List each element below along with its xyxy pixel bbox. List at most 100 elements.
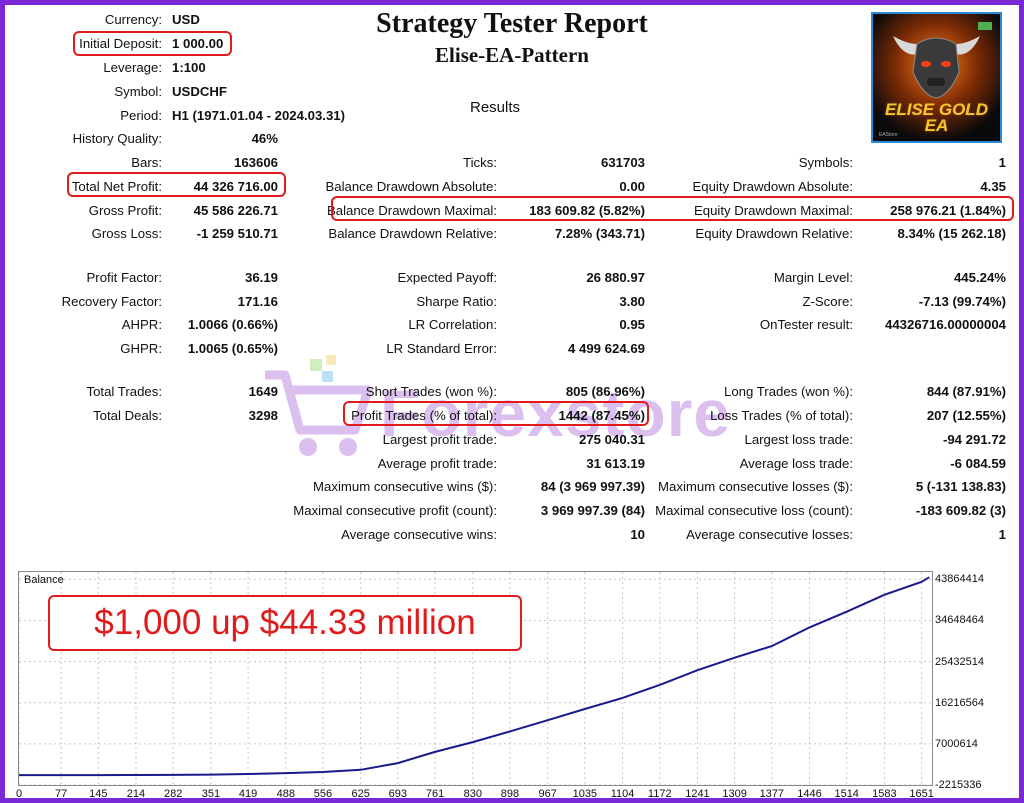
logo-text: ELISE GOLD EA	[885, 100, 988, 135]
average-profit-trade-value: 31 613.19	[586, 456, 645, 471]
largest-loss-trade-value: -94 291.72	[942, 432, 1006, 447]
results-heading: Results	[469, 99, 521, 116]
avg-consecutive-wins-value: 10	[630, 527, 645, 542]
profit-factor-value: 36.19	[244, 270, 278, 285]
deposit-value: 1 000.00	[172, 36, 224, 51]
symbols-label: Symbols:	[798, 155, 853, 170]
profit-factor-label: Profit Factor:	[86, 270, 162, 285]
x-tick-label: 1514	[834, 788, 859, 800]
history-quality-value: 46%	[251, 131, 278, 146]
y-tick-label: 16216564	[935, 696, 984, 709]
max-consecutive-loss-value: -183 609.82 (3)	[915, 503, 1006, 518]
y-tick-label: 34648464	[935, 614, 984, 627]
period-label: Period:	[120, 108, 162, 123]
average-profit-trade-label: Average profit trade:	[377, 456, 497, 471]
deposit-label: Initial Deposit:	[79, 36, 162, 51]
drawdown-maximal-highlight	[331, 196, 1014, 221]
ahpr-value: 1.0066 (0.66%)	[187, 317, 278, 332]
ahpr-label: AHPR:	[121, 317, 162, 332]
ghpr-value: 1.0065 (0.65%)	[187, 341, 278, 356]
short-trades-label: Short Trades (won %):	[365, 384, 497, 399]
x-tick-label: 761	[425, 788, 445, 800]
x-tick-label: 0	[15, 788, 23, 800]
balance-dd-absolute-label: Balance Drawdown Absolute:	[325, 179, 497, 194]
average-loss-trade-value: -6 084.59	[950, 456, 1006, 471]
x-tick-label: 556	[313, 788, 333, 800]
x-tick-label: 1035	[572, 788, 598, 800]
ticks-label: Ticks:	[463, 155, 497, 170]
largest-profit-trade-label: Largest profit trade:	[382, 432, 497, 447]
z-score-value: -7.13 (99.74%)	[918, 294, 1006, 309]
x-tick-label: 1172	[647, 788, 672, 800]
long-trades-label: Long Trades (won %):	[723, 384, 853, 399]
x-tick-label: 1377	[759, 788, 785, 800]
x-tick-label: 1446	[797, 788, 822, 800]
profit-trades-label: Profit Trades (% of total):	[351, 408, 497, 423]
equity-dd-maximal-value: 258 976.21 (1.84%)	[890, 203, 1006, 218]
symbol-label: Symbol:	[114, 84, 162, 99]
gross-loss-label: Gross Loss:	[91, 226, 162, 241]
x-tick-label: 1651	[909, 788, 934, 800]
avg-consecutive-wins-label: Average consecutive wins:	[341, 527, 497, 542]
logo-small-text: EAStore	[879, 132, 898, 138]
x-tick-label: 625	[351, 788, 370, 800]
avg-consecutive-losses-value: 1	[998, 527, 1006, 542]
max-consecutive-profit-label: Maximal consecutive profit (count):	[293, 503, 497, 518]
gross-loss-value: -1 259 510.71	[196, 226, 278, 241]
avg-consecutive-losses-label: Average consecutive losses:	[686, 527, 853, 542]
loss-trades-label: Loss Trades (% of total):	[710, 408, 853, 423]
report-title: Strategy Tester Report	[376, 8, 648, 39]
bars-label: Bars:	[131, 155, 162, 170]
max-consecutive-loss-label: Maximal consecutive loss (count):	[655, 503, 853, 518]
net-profit-label: Total Net Profit:	[71, 179, 162, 194]
max-consecutive-wins-label: Maximum consecutive wins ($):	[313, 479, 497, 494]
equity-dd-absolute-value: 4.35	[980, 179, 1006, 194]
balance-dd-relative-value: 7.28% (343.71)	[554, 226, 645, 241]
y-tick-label: 25432514	[935, 655, 984, 668]
x-tick-label: 351	[201, 788, 221, 800]
max-consecutive-wins-value: 84 (3 969 997.39)	[540, 479, 645, 494]
total-trades-label: Total Trades:	[86, 384, 163, 399]
x-tick-label: 1241	[685, 788, 710, 800]
largest-loss-trade-label: Largest loss trade:	[744, 432, 854, 447]
ontester-result-value: 44326716.00000004	[884, 317, 1006, 332]
expected-payoff-label: Expected Payoff:	[397, 270, 497, 285]
x-tick-label: 1583	[872, 788, 897, 800]
total-deals-label: Total Deals:	[93, 408, 162, 423]
lr-correlation-label: LR Correlation:	[408, 317, 497, 332]
report-subtitle: Elise-EA-Pattern	[435, 43, 589, 67]
watermark: Forexstore	[260, 355, 800, 475]
symbol-value: USDCHF	[172, 84, 227, 99]
gross-profit-value: 45 586 226.71	[193, 203, 278, 218]
z-score-label: Z-Score:	[802, 294, 853, 309]
sharpe-ratio-value: 3.80	[619, 294, 645, 309]
watermark-text: Forexstore	[380, 376, 732, 450]
equity-dd-maximal-label: Equity Drawdown Maximal:	[693, 203, 853, 218]
max-consecutive-losses-value: 5 (-131 138.83)	[915, 479, 1006, 494]
sharpe-ratio-label: Sharpe Ratio:	[416, 294, 497, 309]
margin-level-value: 445.24%	[953, 270, 1006, 285]
ticks-value: 631703	[600, 155, 645, 170]
chart-title: Balance	[24, 574, 64, 586]
leverage-value: 1:100	[172, 60, 206, 75]
y-tick-label: -2215336	[935, 779, 982, 791]
net-profit-highlight	[67, 172, 286, 197]
period-value: H1 (1971.01.04 - 2024.03.31)	[172, 108, 346, 123]
long-trades-value: 844 (87.91%)	[926, 384, 1006, 399]
lr-correlation-value: 0.95	[619, 317, 645, 332]
balance-dd-absolute-value: 0.00	[619, 179, 645, 194]
elise-gold-logo: ELISE GOLD EA EAStore	[871, 12, 1002, 143]
leverage-label: Leverage:	[103, 60, 162, 75]
bars-value: 163606	[233, 155, 278, 170]
ontester-result-label: OnTester result:	[759, 317, 853, 332]
ghpr-label: GHPR:	[120, 341, 162, 356]
profit-callout-text: $1,000 up $44.33 million	[94, 603, 476, 642]
x-tick-label: 1104	[610, 788, 635, 800]
lr-standard-error-value: 4 499 624.69	[567, 341, 645, 356]
max-consecutive-losses-label: Maximum consecutive losses ($):	[658, 479, 853, 494]
loss-trades-value: 207 (12.55%)	[926, 408, 1006, 423]
x-tick-label: 898	[500, 788, 520, 800]
x-tick-label: 830	[463, 788, 482, 800]
largest-profit-trade-value: 275 040.31	[578, 432, 645, 447]
